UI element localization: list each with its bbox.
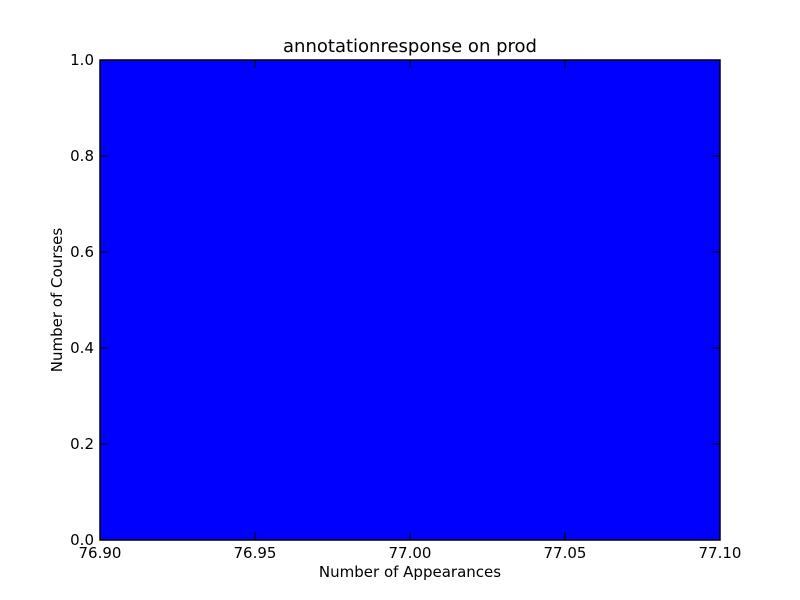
- x-axis-ticks: 76.90 76.95 77.00 77.05 77.10: [79, 60, 742, 562]
- x-tick-label-3: 77.05: [544, 544, 587, 562]
- y-tick-label-0: 0.0: [70, 531, 94, 549]
- x-tick-label-1: 76.95: [234, 544, 277, 562]
- x-axis-label: Number of Appearances: [319, 563, 501, 581]
- x-tick-label-2: 77.00: [389, 544, 432, 562]
- y-tick-label-2: 0.4: [70, 339, 94, 357]
- x-tick-label-4: 77.10: [699, 544, 742, 562]
- chart-title: annotationresponse on prod: [283, 36, 537, 57]
- y-tick-label-5: 1.0: [70, 51, 94, 69]
- bar-group: [99, 59, 721, 541]
- y-axis-ticks: 0.0 0.2 0.4 0.6 0.8 1.0: [70, 51, 720, 549]
- y-tick-label-3: 0.6: [70, 243, 94, 261]
- histogram-bar-0: [99, 59, 721, 541]
- y-axis-label: Number of Courses: [48, 228, 66, 373]
- y-tick-label-4: 0.8: [70, 147, 94, 165]
- x-tick-label-0: 76.90: [79, 544, 122, 562]
- y-tick-label-1: 0.2: [70, 435, 94, 453]
